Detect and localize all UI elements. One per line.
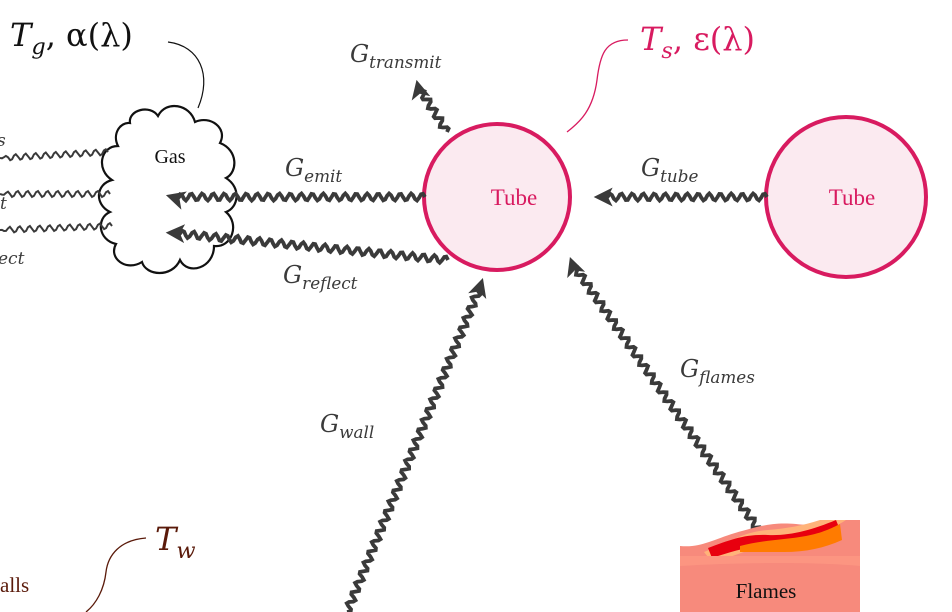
left-partial-label-1: s	[0, 131, 6, 151]
tube-right-label: Tube	[829, 185, 875, 210]
g-reflect-label: Greflect	[283, 261, 358, 293]
gas-cloud	[97, 105, 238, 275]
g-tube-arrow	[593, 187, 769, 207]
tube-left-label: Tube	[491, 185, 537, 210]
g-transmit-arrow	[411, 79, 451, 133]
left-outgoing-arrow-1	[0, 147, 109, 162]
left-partial-label-3: ect	[0, 249, 25, 269]
g-wall-label: Gwall	[320, 410, 374, 442]
g-tube-label: Gtube	[641, 154, 698, 186]
g-transmit-label: Gtransmit	[350, 40, 442, 72]
tube-param-leader	[566, 39, 629, 133]
g-flames-arrow	[567, 257, 764, 533]
g-reflect-arrow	[165, 224, 450, 266]
g-emit-arrow	[165, 190, 427, 210]
g-emit-label: Gemit	[285, 154, 342, 186]
g-wall-arrow	[344, 277, 487, 612]
gas-params-label: Tg, α(λ)	[10, 16, 133, 60]
wall-temp-leader	[85, 537, 147, 612]
left-partial-label-2: t	[0, 194, 7, 214]
walls-partial-label: alls	[0, 573, 29, 597]
wall-temp-label: Tw	[155, 520, 196, 564]
gas-label: Gas	[154, 146, 185, 168]
gas-param-leader	[167, 41, 205, 109]
flames-label: Flames	[736, 579, 797, 603]
left-outgoing-arrow-2	[0, 189, 111, 199]
g-flames-label: Gflames	[680, 355, 755, 387]
flames-shape	[680, 520, 860, 612]
left-outgoing-arrow-3	[0, 221, 113, 234]
tube-params-label: Ts, ε(λ)	[640, 20, 755, 64]
